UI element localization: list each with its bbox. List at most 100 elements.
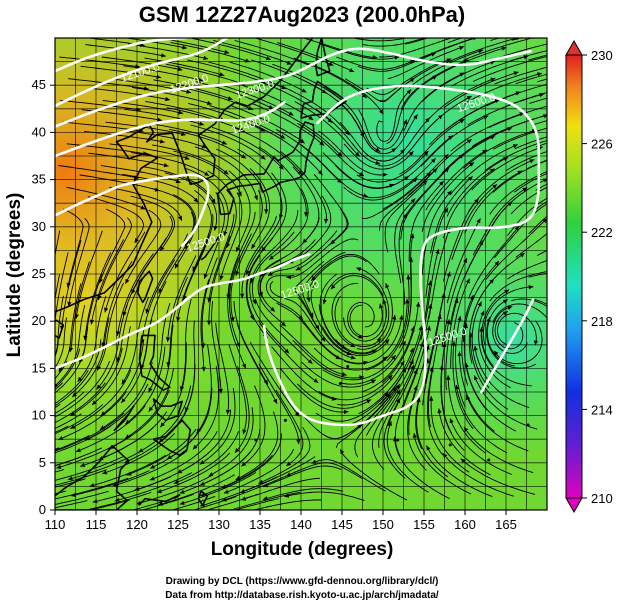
streamline-arrowhead: [263, 379, 268, 385]
colorbar-tick-label: 210: [591, 491, 613, 506]
streamline: [281, 85, 350, 136]
streamline: [447, 375, 486, 454]
streamline: [532, 298, 547, 305]
credit-data: Data from http://database.rish.kyoto-u.a…: [165, 590, 439, 601]
streamline: [190, 124, 266, 160]
streamline-arrowhead: [198, 77, 204, 82]
streamline-arrowhead: [121, 398, 126, 403]
streamline: [96, 282, 125, 371]
colorbar-tick-label: 230: [591, 48, 613, 63]
streamline-arrowhead: [426, 445, 431, 451]
streamline-arrowhead: [331, 396, 337, 401]
streamline-arrowhead: [328, 61, 334, 66]
streamline: [307, 255, 367, 303]
streamline: [58, 283, 82, 373]
streamline: [251, 231, 295, 305]
credit-drawing: Drawing by DCL (https://www.gfd-dennou.o…: [166, 576, 439, 587]
streamline: [421, 161, 475, 232]
streamline-arrowhead: [29, 507, 34, 511]
streamline: [446, 218, 481, 304]
streamline: [208, 407, 254, 477]
streamline-arrowhead: [375, 160, 381, 165]
streamline: [315, 108, 381, 165]
streamline-arrowhead: [306, 297, 311, 303]
streamline-arrowhead: [55, 383, 58, 388]
streamline: [294, 260, 325, 331]
streamline-arrowhead: [551, 198, 556, 202]
streamline: [84, 252, 112, 341]
streamline: [229, 61, 307, 93]
streamline-arrowhead: [177, 66, 183, 72]
island: [554, 442, 557, 445]
streamline: [184, 320, 196, 413]
streamline: [228, 257, 241, 348]
streamline-arrowhead: [241, 496, 247, 501]
streamline: [98, 208, 126, 284]
streamline-arrowhead: [77, 376, 83, 382]
streamline-arrowhead: [459, 46, 464, 51]
streamline-arrowhead: [96, 384, 102, 390]
streamline: [143, 166, 216, 204]
streamline: [200, 454, 273, 497]
streamline: [430, 396, 470, 473]
contour-line: [480, 298, 535, 394]
streamline: [55, 404, 104, 435]
streamline-arrowhead: [309, 312, 314, 318]
streamline: [426, 366, 444, 456]
streamline: [296, 383, 372, 409]
streamline-arrowhead: [75, 448, 81, 453]
streamline: [471, 301, 490, 389]
streamline-arrowhead: [204, 171, 209, 176]
streamline: [279, 324, 347, 376]
contour-line: [55, 47, 532, 128]
streamline: [403, 303, 432, 392]
streamline-arrowhead: [218, 388, 223, 394]
streamline: [192, 189, 212, 272]
streamline-arrowhead: [603, 211, 608, 215]
streamline-arrowhead: [502, 299, 508, 304]
streamline-arrowhead: [177, 215, 182, 221]
streamline: [173, 431, 240, 485]
streamline: [69, 347, 123, 417]
streamline: [376, 89, 412, 143]
streamline-arrowhead: [295, 266, 301, 271]
streamline-arrowhead: [268, 105, 274, 109]
streamline-arrowhead: [240, 489, 246, 494]
streamline-arrowhead: [437, 32, 442, 36]
streamline-arrowhead: [330, 284, 336, 290]
streamline-arrowhead: [337, 178, 342, 184]
streamline-arrowhead: [385, 283, 390, 289]
streamline: [269, 281, 326, 342]
streamline-arrowhead: [301, 88, 307, 93]
streamline-arrowhead: [356, 267, 362, 272]
streamline-arrowhead: [594, 189, 599, 193]
streamline: [382, 153, 449, 210]
streamline-arrowhead: [449, 418, 454, 424]
streamline: [486, 83, 547, 107]
contour-line: [55, 252, 311, 370]
coastline: [113, 405, 135, 432]
streamline: [407, 385, 427, 471]
streamline: [200, 279, 210, 372]
streamline-arrowhead: [281, 321, 286, 327]
streamline-arrowhead: [490, 77, 496, 82]
streamline-arrowhead: [349, 68, 355, 73]
streamline-arrowhead: [376, 338, 382, 343]
streamline: [335, 165, 410, 189]
coastline: [315, 38, 331, 77]
streamline-arrowhead: [382, 172, 388, 177]
colorbar-min-arrow: [565, 497, 583, 514]
streamline-arrowhead: [412, 433, 417, 438]
streamline-arrowhead: [372, 55, 378, 60]
streamline-arrowhead: [223, 489, 229, 494]
streamline-arrowhead: [288, 111, 294, 116]
streamline: [167, 276, 189, 367]
streamline-arrowhead: [45, 480, 50, 484]
streamline-arrowhead: [286, 461, 292, 466]
streamline: [292, 166, 320, 244]
streamline-arrowhead: [264, 209, 269, 214]
streamline-arrowhead: [355, 151, 360, 157]
streamline: [494, 203, 547, 258]
streamline-arrowhead: [2, 410, 7, 414]
